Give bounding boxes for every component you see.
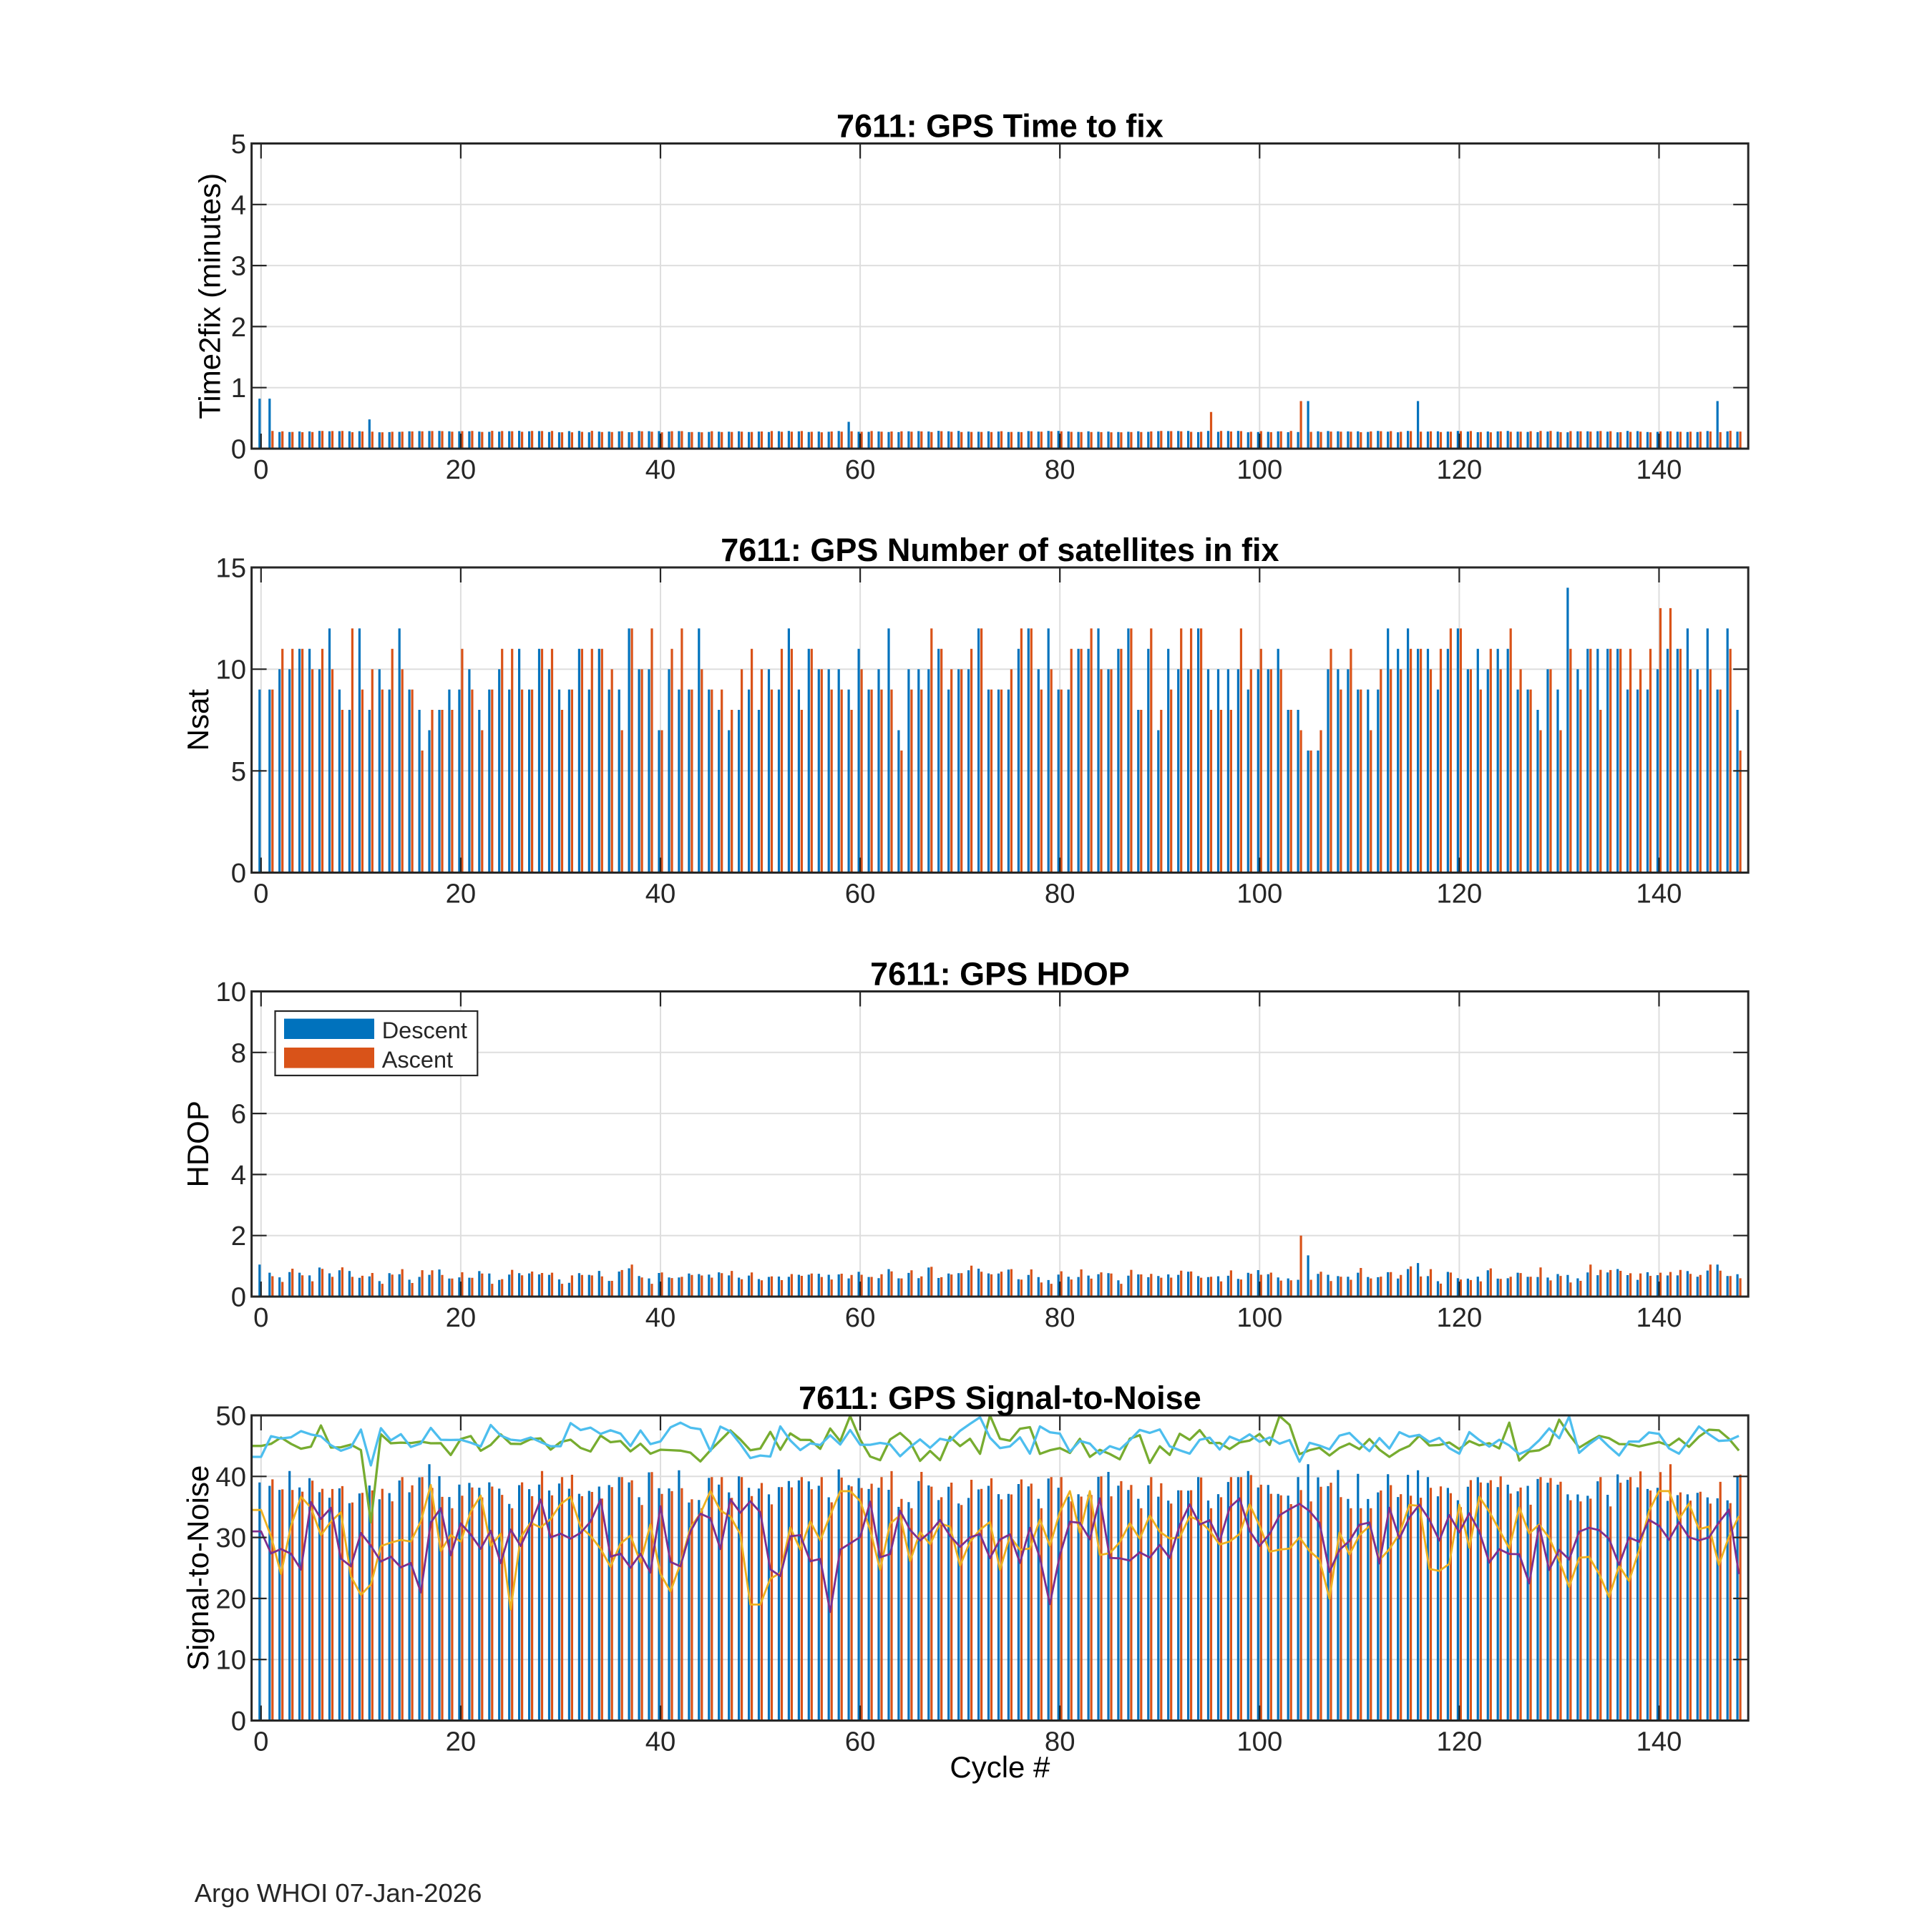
svg-text:HDOP: HDOP — [181, 1101, 215, 1187]
svg-text:40: 40 — [645, 454, 676, 485]
svg-text:1: 1 — [231, 373, 246, 404]
svg-text:140: 140 — [1636, 1302, 1682, 1333]
svg-text:40: 40 — [645, 879, 676, 909]
svg-text:80: 80 — [1045, 1727, 1075, 1757]
svg-text:30: 30 — [215, 1523, 246, 1553]
svg-text:120: 120 — [1436, 879, 1482, 909]
svg-text:80: 80 — [1045, 1302, 1075, 1333]
svg-text:140: 140 — [1636, 879, 1682, 909]
svg-text:0: 0 — [231, 858, 246, 889]
svg-text:Nsat: Nsat — [181, 689, 215, 751]
svg-text:120: 120 — [1436, 1302, 1482, 1333]
svg-text:2: 2 — [231, 312, 246, 343]
svg-text:0: 0 — [231, 1282, 246, 1313]
svg-text:60: 60 — [845, 454, 876, 485]
svg-text:10: 10 — [215, 655, 246, 686]
svg-text:0: 0 — [253, 879, 268, 909]
svg-text:4: 4 — [231, 1160, 246, 1191]
svg-text:Cycle #: Cycle # — [950, 1750, 1050, 1784]
svg-text:Ascent: Ascent — [382, 1047, 453, 1073]
svg-text:Argo WHOI 07-Jan-2026: Argo WHOI 07-Jan-2026 — [195, 1878, 482, 1908]
svg-text:10: 10 — [215, 977, 246, 1008]
svg-text:140: 140 — [1636, 454, 1682, 485]
svg-text:0: 0 — [253, 454, 268, 485]
svg-text:60: 60 — [845, 1727, 876, 1757]
svg-text:40: 40 — [645, 1302, 676, 1333]
svg-text:60: 60 — [845, 879, 876, 909]
svg-text:60: 60 — [845, 1302, 876, 1333]
svg-text:3: 3 — [231, 251, 246, 282]
svg-text:4: 4 — [231, 190, 246, 220]
svg-text:6: 6 — [231, 1099, 246, 1130]
svg-text:120: 120 — [1436, 1727, 1482, 1757]
svg-text:40: 40 — [215, 1462, 246, 1493]
svg-text:7611: GPS Time to fix: 7611: GPS Time to fix — [836, 108, 1163, 145]
svg-text:5: 5 — [231, 129, 246, 160]
svg-text:100: 100 — [1236, 879, 1282, 909]
svg-text:2: 2 — [231, 1221, 246, 1252]
svg-text:140: 140 — [1636, 1727, 1682, 1757]
svg-text:80: 80 — [1045, 454, 1075, 485]
svg-text:Descent: Descent — [382, 1018, 467, 1043]
svg-text:120: 120 — [1436, 454, 1482, 485]
svg-text:100: 100 — [1236, 454, 1282, 485]
svg-text:7611: GPS Signal-to-Noise: 7611: GPS Signal-to-Noise — [799, 1380, 1201, 1416]
svg-text:0: 0 — [231, 434, 246, 465]
svg-text:0: 0 — [253, 1302, 268, 1333]
svg-text:20: 20 — [446, 879, 477, 909]
svg-text:80: 80 — [1045, 879, 1075, 909]
svg-text:100: 100 — [1236, 1727, 1282, 1757]
svg-text:8: 8 — [231, 1038, 246, 1068]
svg-text:20: 20 — [446, 454, 477, 485]
svg-text:0: 0 — [253, 1727, 268, 1757]
svg-text:0: 0 — [231, 1706, 246, 1737]
svg-text:Time2fix (minutes): Time2fix (minutes) — [193, 173, 227, 419]
svg-text:Signal-to-Noise: Signal-to-Noise — [181, 1465, 215, 1671]
svg-text:20: 20 — [446, 1727, 477, 1757]
svg-text:10: 10 — [215, 1645, 246, 1676]
svg-text:15: 15 — [215, 553, 246, 584]
svg-text:7611: GPS Number of satellites: 7611: GPS Number of satellites in fix — [721, 532, 1279, 568]
svg-text:7611: GPS HDOP: 7611: GPS HDOP — [870, 956, 1130, 992]
svg-text:20: 20 — [215, 1584, 246, 1614]
svg-text:5: 5 — [231, 756, 246, 787]
svg-text:50: 50 — [215, 1401, 246, 1432]
svg-text:40: 40 — [645, 1727, 676, 1757]
svg-text:100: 100 — [1236, 1302, 1282, 1333]
svg-text:20: 20 — [446, 1302, 477, 1333]
